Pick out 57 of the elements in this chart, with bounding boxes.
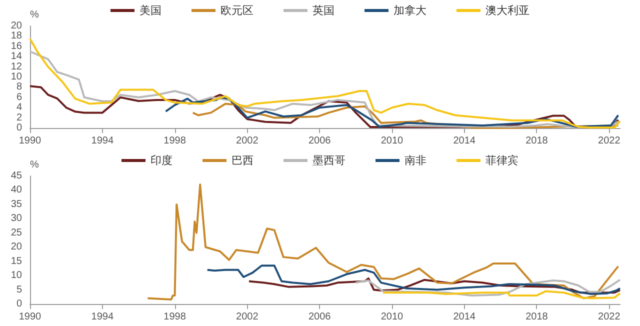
x-tick-label: 2006 bbox=[308, 312, 332, 322]
y-tick-label: 40 bbox=[10, 184, 22, 196]
y-tick-label: 14 bbox=[10, 51, 22, 62]
legend-label: 澳大利亚 bbox=[486, 4, 530, 17]
y-tick-label: 12 bbox=[10, 61, 22, 72]
y-tick-label: 18 bbox=[10, 30, 22, 42]
y-tick-label: 0 bbox=[16, 298, 22, 310]
y-tick-label: 25 bbox=[10, 227, 22, 238]
line-series bbox=[382, 290, 621, 300]
y-tick-label: 10 bbox=[10, 270, 22, 282]
x-tick-label: 2022 bbox=[598, 312, 621, 322]
x-tick-label: 1990 bbox=[18, 136, 42, 146]
x-tick-label: 2006 bbox=[308, 136, 332, 146]
y-tick-label: 45 bbox=[10, 170, 22, 182]
y-tick-label: 20 bbox=[10, 20, 22, 32]
x-tick-label: 1998 bbox=[164, 312, 186, 322]
y-tick-label: 4 bbox=[16, 102, 22, 114]
x-tick-label: 2022 bbox=[598, 136, 621, 146]
legend-label: 菲律宾 bbox=[486, 154, 518, 167]
y-tick-label: 8 bbox=[16, 82, 22, 93]
x-tick-label: 2002 bbox=[236, 136, 259, 146]
x-tick-label: 2002 bbox=[236, 312, 259, 322]
x-tick-label: 2014 bbox=[453, 136, 476, 146]
y-tick-label: 15 bbox=[10, 256, 22, 267]
y-tick-label: 35 bbox=[10, 198, 22, 210]
line-series bbox=[354, 278, 621, 296]
y-tick-label: 20 bbox=[10, 242, 22, 253]
y-tick-label: 2 bbox=[16, 112, 22, 124]
y-tick-label: 16 bbox=[10, 40, 22, 52]
x-tick-label: 2010 bbox=[380, 312, 404, 322]
x-tick-label: 1990 bbox=[18, 312, 42, 322]
legend-label: 美国 bbox=[140, 4, 162, 17]
line-series bbox=[206, 264, 621, 296]
x-tick-label: 2018 bbox=[526, 312, 548, 322]
legend-label: 加拿大 bbox=[394, 4, 426, 17]
x-tick-label: 2014 bbox=[453, 312, 476, 322]
legend-label: 南非 bbox=[404, 154, 426, 167]
line-series bbox=[146, 184, 620, 300]
x-tick-label: 1994 bbox=[91, 136, 114, 146]
y-tick-label: 0 bbox=[16, 122, 22, 134]
y-tick-label: 6 bbox=[16, 92, 22, 103]
x-tick-label: 2010 bbox=[380, 136, 404, 146]
y-axis-title: % bbox=[30, 160, 39, 170]
x-tick-label: 2018 bbox=[526, 136, 548, 146]
legend-label: 英国 bbox=[312, 4, 334, 17]
line-series bbox=[248, 277, 621, 294]
y-tick-label: 5 bbox=[16, 284, 22, 296]
legend-label: 巴西 bbox=[232, 154, 254, 167]
x-tick-label: 1998 bbox=[164, 136, 186, 146]
legend-label: 欧元区 bbox=[220, 4, 254, 17]
y-tick-label: 10 bbox=[10, 72, 22, 82]
y-axis-title: % bbox=[30, 10, 39, 20]
legend-label: 印度 bbox=[150, 154, 172, 167]
line-series bbox=[164, 96, 620, 128]
x-tick-label: 1994 bbox=[91, 312, 114, 322]
y-tick-label: 30 bbox=[10, 213, 22, 224]
legend-label: 墨西哥 bbox=[312, 154, 346, 167]
